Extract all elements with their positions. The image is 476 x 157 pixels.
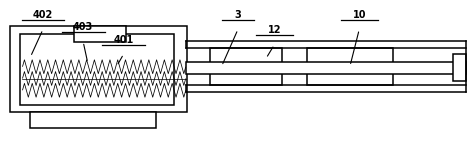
Bar	[10, 26, 187, 112]
Bar	[74, 26, 126, 42]
Text: 12: 12	[268, 25, 281, 35]
Text: 3: 3	[235, 10, 241, 20]
Bar	[186, 62, 466, 74]
Bar	[20, 34, 174, 105]
Text: 403: 403	[73, 22, 93, 32]
Bar	[210, 48, 282, 85]
Text: 10: 10	[353, 10, 366, 20]
Bar	[307, 48, 393, 85]
Bar	[30, 112, 156, 128]
Text: 401: 401	[114, 35, 134, 45]
Bar	[453, 54, 466, 81]
Text: 402: 402	[33, 10, 53, 20]
